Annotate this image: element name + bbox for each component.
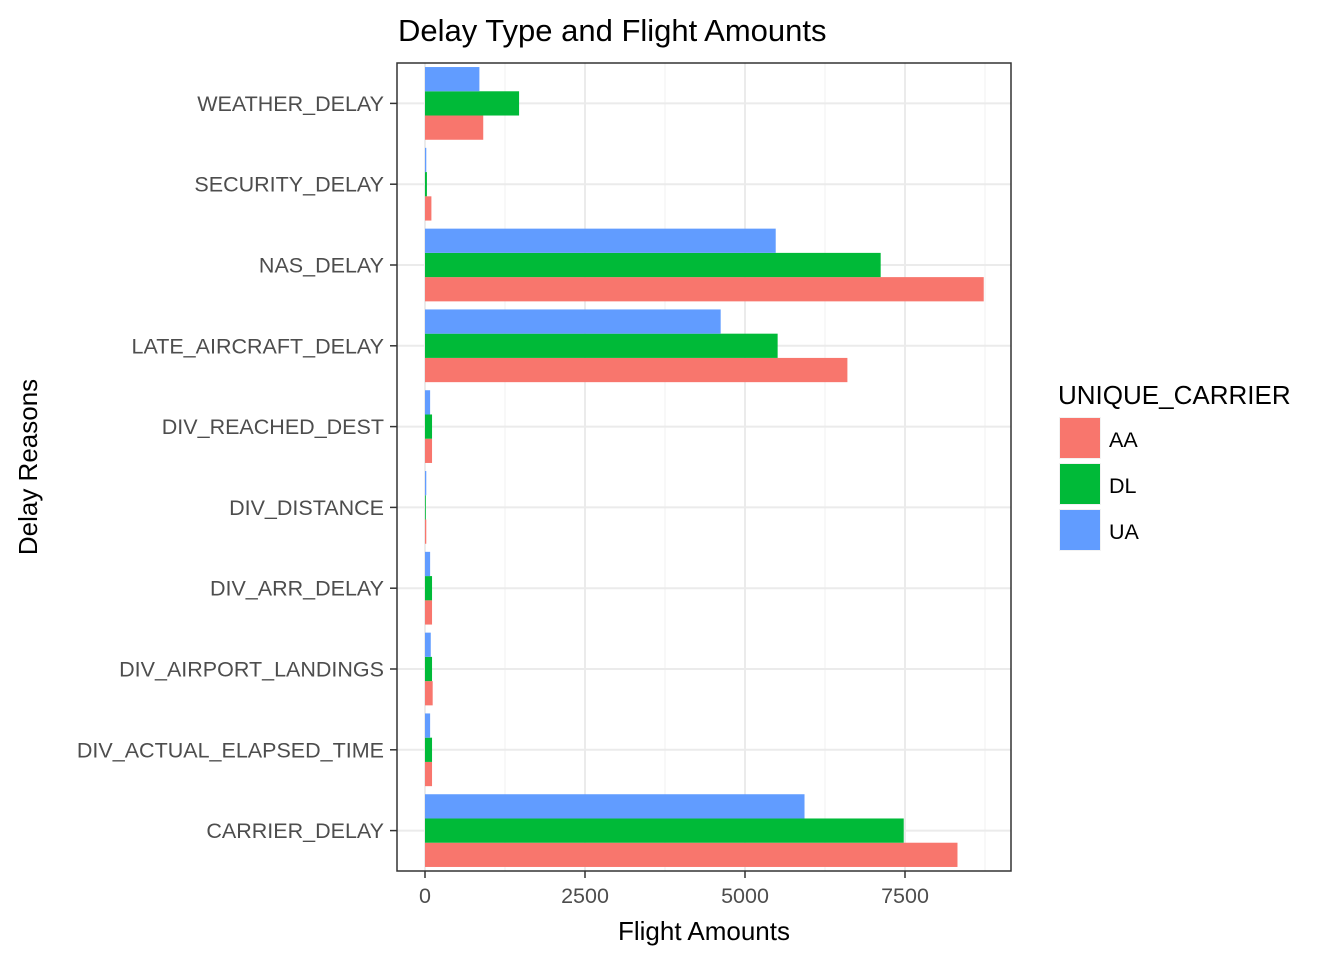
x-axis: 0 2500 5000 7500	[419, 871, 929, 908]
bar-aa-div-arr-delay	[425, 600, 433, 625]
legend-title: UNIQUE_CARRIER	[1058, 380, 1291, 410]
y-tick-label: WEATHER_DELAY	[197, 92, 384, 116]
legend-key-aa	[1060, 418, 1100, 458]
bar-aa-div-reached-dest	[425, 438, 433, 463]
y-tick-label: LATE_AIRCRAFT_DELAY	[132, 334, 385, 358]
bar-dl-div-airport-landings	[425, 656, 433, 682]
bar-ua-div-distance	[425, 471, 427, 496]
bar-ua-weather-delay	[425, 67, 480, 92]
bar-dl-div-reached-dest	[425, 414, 433, 439]
bar-dl-security-delay	[425, 172, 427, 197]
y-tick-label: DIV_AIRPORT_LANDINGS	[119, 658, 384, 682]
x-tick-label: 5000	[721, 884, 769, 908]
y-tick-label: DIV_ARR_DELAY	[210, 577, 384, 601]
bar-dl-carrier-delay	[425, 818, 904, 843]
legend-key-dl	[1060, 464, 1100, 504]
panel-background	[397, 63, 1011, 871]
bar-ua-div-arr-delay	[425, 551, 431, 577]
y-tick-label: DIV_ACTUAL_ELAPSED_TIME	[77, 738, 384, 762]
y-tick-label: DIV_REACHED_DEST	[162, 415, 384, 439]
bar-aa-weather-delay	[425, 115, 484, 140]
plot-panel	[396, 62, 1012, 872]
panel-border	[396, 62, 1012, 872]
chart-title: Delay Type and Flight Amounts	[398, 13, 827, 48]
y-axis: CARRIER_DELAY DIV_ACTUAL_ELAPSED_TIME DIV_…	[77, 92, 397, 843]
bar-dl-nas-delay	[425, 252, 881, 278]
legend-label-ua: UA	[1109, 520, 1140, 544]
bar-aa-carrier-delay	[425, 842, 958, 867]
legend: UNIQUE_CARRIER AA DL UA	[1058, 380, 1291, 551]
bar-dl-div-actual-elapsed-time	[425, 737, 433, 762]
bar-aa-div-distance	[425, 519, 427, 544]
bar-ua-nas-delay	[425, 228, 776, 253]
bar-aa-security-delay	[425, 196, 432, 221]
bar-ua-carrier-delay	[425, 794, 805, 819]
bar-ua-div-reached-dest	[425, 390, 431, 415]
bar-dl-late-aircraft-delay	[425, 333, 778, 358]
y-axis-label: Delay Reasons	[13, 379, 43, 555]
bar-aa-div-airport-landings	[425, 681, 433, 706]
x-tick-label: 0	[419, 884, 431, 908]
bar-aa-div-actual-elapsed-time	[425, 761, 433, 787]
bar-ua-div-airport-landings	[425, 632, 431, 657]
legend-key-ua	[1060, 510, 1100, 550]
x-tick-label: 2500	[561, 884, 609, 908]
y-tick-label: CARRIER_DELAY	[206, 819, 384, 843]
bar-ua-div-actual-elapsed-time	[425, 713, 431, 738]
y-tick-label: NAS_DELAY	[259, 254, 384, 278]
x-tick-label: 7500	[881, 884, 929, 908]
legend-label-aa: AA	[1109, 428, 1138, 452]
bar-dl-div-arr-delay	[425, 576, 433, 601]
bar-aa-nas-delay	[425, 277, 984, 302]
bar-ua-late-aircraft-delay	[425, 309, 721, 334]
y-tick-label: SECURITY_DELAY	[194, 173, 384, 197]
bar-dl-div-distance	[425, 495, 426, 520]
x-axis-label: Flight Amounts	[618, 916, 790, 946]
bar-dl-weather-delay	[425, 91, 520, 116]
legend-label-dl: DL	[1109, 474, 1137, 498]
bar-ua-security-delay	[425, 147, 427, 173]
y-tick-label: DIV_DISTANCE	[229, 496, 384, 520]
bar-aa-late-aircraft-delay	[425, 357, 848, 383]
